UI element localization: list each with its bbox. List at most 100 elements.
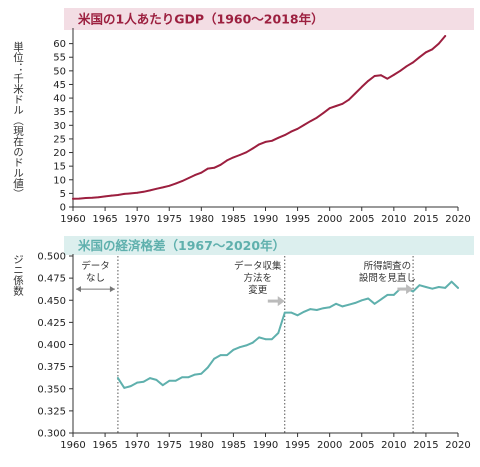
data-point	[149, 189, 151, 192]
data-point	[187, 376, 190, 379]
data-point	[258, 143, 260, 146]
data-point	[97, 196, 100, 199]
data-point	[354, 302, 357, 304]
x-tick-label: 1960	[60, 214, 85, 225]
annotation-text: データ収集	[234, 260, 282, 272]
data-point	[264, 338, 267, 341]
data-point	[444, 35, 447, 37]
data-point	[91, 196, 94, 199]
data-point	[232, 348, 235, 351]
data-point	[405, 65, 408, 68]
x-tick-label: 1980	[189, 214, 214, 225]
annotation-arrowhead	[76, 286, 81, 293]
x-tick-label: 2005	[349, 214, 374, 225]
y-axis-label: ジニ係数	[12, 254, 24, 297]
chart-title-band	[64, 8, 474, 30]
data-point	[142, 190, 145, 193]
y-tick-label: 0.350	[37, 384, 66, 395]
data-point	[187, 177, 190, 180]
data-point	[283, 134, 286, 137]
data-point	[194, 373, 196, 376]
data-point	[84, 197, 87, 199]
data-point	[315, 116, 318, 119]
data-point	[245, 344, 248, 347]
data-point	[303, 124, 305, 126]
x-tick-label: 1965	[92, 214, 117, 225]
data-point	[174, 182, 177, 185]
data-point	[418, 56, 421, 59]
y-tick-label: 40	[53, 94, 66, 105]
data-point	[226, 159, 228, 162]
y-tick-label: 0.425	[37, 318, 66, 329]
y-tick-label: 0	[60, 203, 66, 214]
data-point	[386, 77, 389, 80]
x-tick-label: 1990	[253, 214, 278, 225]
data-point	[367, 80, 370, 82]
annotation-text: 変更	[248, 284, 268, 296]
data-point	[168, 379, 171, 382]
data-point	[155, 379, 158, 381]
chart-2: 米国の経済格差（1967〜2020年） ジニ係数 0.300 0.325 0.350 0.…	[12, 236, 474, 451]
data-point	[380, 74, 382, 77]
data-point	[348, 98, 350, 101]
data-point	[341, 102, 344, 105]
series-line	[72, 35, 447, 200]
data-point	[117, 194, 119, 196]
data-point	[200, 171, 203, 174]
data-point	[181, 180, 183, 183]
chart-title: 米国の1人あたりGDP（1960〜2018年）	[77, 12, 324, 27]
data-point	[161, 384, 164, 387]
data-point	[168, 184, 171, 187]
y-tick-label: 0.475	[37, 274, 66, 285]
data-point	[136, 191, 139, 194]
data-point	[418, 284, 421, 287]
y-tick-label: 0.450	[37, 296, 66, 307]
series-line	[116, 280, 459, 389]
x-tick-label: 1990	[253, 440, 278, 451]
y-tick-label: 50	[53, 66, 66, 77]
data-point	[341, 305, 344, 308]
data-point	[315, 309, 318, 311]
data-point	[392, 294, 395, 296]
data-point	[136, 381, 139, 384]
data-point	[206, 366, 209, 369]
data-point	[174, 379, 177, 382]
data-point	[437, 42, 440, 45]
y-tick-label: 20	[53, 148, 66, 159]
data-point	[328, 107, 331, 110]
data-point	[457, 286, 459, 289]
data-point	[226, 354, 228, 357]
annotation-arrowhead	[406, 284, 414, 295]
data-point	[437, 286, 440, 288]
data-point	[309, 308, 312, 310]
data-point	[380, 298, 382, 301]
y-tick-label: 35	[53, 107, 66, 118]
data-point	[335, 302, 337, 305]
data-point	[123, 193, 126, 195]
data-point	[444, 286, 447, 289]
data-point	[367, 297, 370, 300]
x-tick-label: 1995	[285, 440, 310, 451]
data-point	[277, 332, 280, 334]
data-point	[149, 377, 151, 380]
data-point	[360, 299, 363, 302]
data-point	[386, 294, 389, 296]
data-point	[129, 192, 132, 195]
data-point	[251, 341, 254, 344]
data-point	[155, 187, 158, 190]
data-point	[360, 86, 363, 88]
data-point	[245, 151, 248, 154]
annotation-text: 設問を見直し	[359, 272, 416, 284]
x-tick-label: 1985	[221, 214, 246, 225]
x-tick-label: 1960	[60, 440, 85, 451]
y-axis-label: 単位：千米ドル（現在のドル値）	[12, 40, 24, 198]
data-point	[335, 105, 337, 107]
y-tick-label: 0.300	[37, 429, 66, 440]
data-point	[78, 197, 81, 200]
data-point	[264, 141, 267, 143]
data-point	[354, 92, 357, 95]
data-point	[213, 357, 216, 360]
annotation-text: データ	[81, 260, 110, 272]
data-point	[110, 194, 113, 197]
